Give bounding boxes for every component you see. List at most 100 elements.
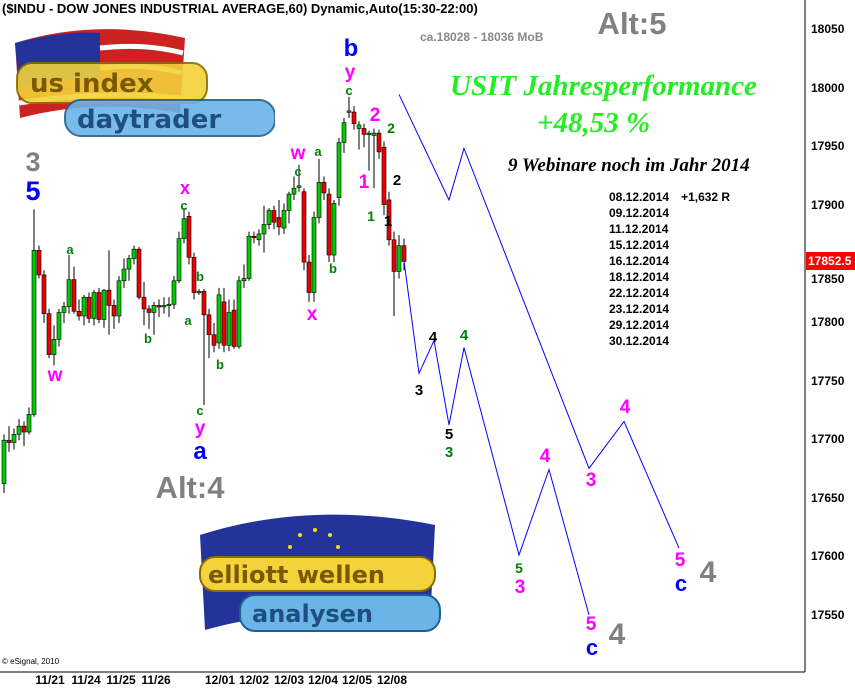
wave-label: c bbox=[294, 164, 302, 179]
candle bbox=[116, 276, 122, 323]
candle bbox=[201, 289, 207, 406]
candle-body bbox=[361, 128, 367, 135]
candle bbox=[186, 211, 192, 265]
candle bbox=[341, 117, 347, 154]
candle bbox=[36, 245, 42, 279]
candle bbox=[211, 323, 217, 353]
candle-body bbox=[241, 278, 247, 282]
wave-label: b bbox=[196, 269, 204, 284]
wave-label: b bbox=[216, 357, 224, 372]
wave-label: w bbox=[47, 365, 63, 386]
wave-label: c bbox=[196, 403, 204, 418]
candle-body bbox=[136, 248, 142, 298]
wave-label: a bbox=[314, 144, 322, 159]
wave-projection-line bbox=[403, 260, 590, 615]
webinar-note: 9 Webinare noch im Jahr 2014 bbox=[508, 155, 750, 176]
candle bbox=[271, 205, 277, 230]
candle bbox=[131, 245, 137, 265]
candle bbox=[111, 299, 117, 329]
wave-label: 4 bbox=[619, 397, 631, 418]
performance-title: USIT Jahresperformance bbox=[450, 70, 757, 102]
candle bbox=[46, 308, 52, 359]
performance-value: +48,53 % bbox=[537, 107, 651, 139]
candle bbox=[241, 264, 247, 288]
candle bbox=[21, 421, 27, 447]
candle-body bbox=[356, 124, 362, 129]
candle-body bbox=[6, 439, 12, 443]
candle-body bbox=[21, 425, 27, 433]
candle-body bbox=[386, 199, 392, 241]
wave-label: 4 bbox=[459, 327, 469, 344]
candle-body bbox=[206, 314, 212, 336]
candle-body bbox=[181, 218, 187, 239]
wave-label: b bbox=[343, 35, 359, 62]
candle-body bbox=[326, 193, 332, 256]
y-tick-label: 17550 bbox=[811, 608, 845, 622]
candle bbox=[321, 176, 327, 200]
candle-body bbox=[236, 280, 242, 347]
candle bbox=[261, 205, 267, 253]
y-tick-label: 17850 bbox=[811, 272, 845, 286]
webinar-result: +1,632 R bbox=[681, 190, 731, 204]
wave-projection-line bbox=[398, 94, 680, 549]
candle-body bbox=[11, 434, 17, 443]
candle bbox=[236, 276, 242, 349]
webinar-date: 30.12.2014 bbox=[609, 334, 670, 348]
webinar-date: 16.12.2014 bbox=[609, 254, 670, 268]
candle-body bbox=[151, 305, 157, 313]
wave-label: 4 bbox=[608, 618, 626, 651]
wave-label: 4 bbox=[539, 446, 551, 467]
candle-body bbox=[1, 439, 7, 484]
wave-label: b bbox=[329, 261, 337, 276]
candle-body bbox=[391, 239, 397, 272]
candle-body bbox=[166, 303, 172, 307]
candle bbox=[26, 407, 32, 435]
candle-body bbox=[46, 313, 52, 355]
candle bbox=[51, 325, 57, 366]
candle-body bbox=[116, 280, 122, 317]
candle bbox=[301, 188, 307, 271]
candle-body bbox=[56, 312, 62, 340]
candle bbox=[206, 308, 212, 359]
candle-body bbox=[146, 308, 152, 313]
candle bbox=[6, 426, 12, 452]
candle-body bbox=[86, 296, 92, 319]
candle-body bbox=[216, 294, 222, 344]
webinar-dates-list: 08.12.2014 +1,632 R 09.12.2014 11.12.2014… bbox=[609, 189, 730, 349]
wave-label: 5 bbox=[585, 614, 597, 635]
wave-label: x bbox=[179, 178, 191, 198]
candle-body bbox=[141, 296, 147, 310]
candle-body bbox=[111, 305, 117, 317]
candle-body bbox=[376, 132, 382, 153]
candle bbox=[296, 164, 302, 192]
wave-label: c bbox=[345, 83, 353, 98]
candle bbox=[266, 208, 272, 230]
candle bbox=[366, 130, 372, 171]
us-index-daytrader-logo: us index daytrader bbox=[5, 18, 276, 138]
wave-label: y bbox=[194, 418, 206, 439]
candle-body bbox=[231, 309, 237, 347]
candle-body bbox=[351, 111, 357, 125]
svg-text:elliott wellen: elliott wellen bbox=[208, 561, 385, 589]
candle bbox=[96, 287, 102, 323]
candle bbox=[16, 419, 22, 441]
candle bbox=[371, 128, 377, 189]
wave-label: 2 bbox=[387, 120, 395, 136]
candle-body bbox=[31, 250, 37, 415]
x-tick-label: 12/05 bbox=[341, 673, 373, 687]
candle-body bbox=[81, 296, 87, 317]
candle bbox=[216, 287, 222, 349]
y-tick-label: 17900 bbox=[811, 197, 845, 212]
candle bbox=[401, 238, 407, 271]
candle-body bbox=[311, 217, 317, 293]
candle-body bbox=[51, 339, 57, 355]
candle-body bbox=[316, 182, 322, 218]
candle-body bbox=[156, 305, 162, 308]
x-tick-label: 11/24 bbox=[71, 673, 101, 687]
candle-body bbox=[401, 245, 407, 262]
candle-body bbox=[276, 217, 282, 228]
svg-text:analysen: analysen bbox=[252, 600, 373, 628]
candle-body bbox=[161, 305, 167, 308]
wave-label: a bbox=[184, 313, 192, 328]
candle-body bbox=[196, 291, 202, 294]
